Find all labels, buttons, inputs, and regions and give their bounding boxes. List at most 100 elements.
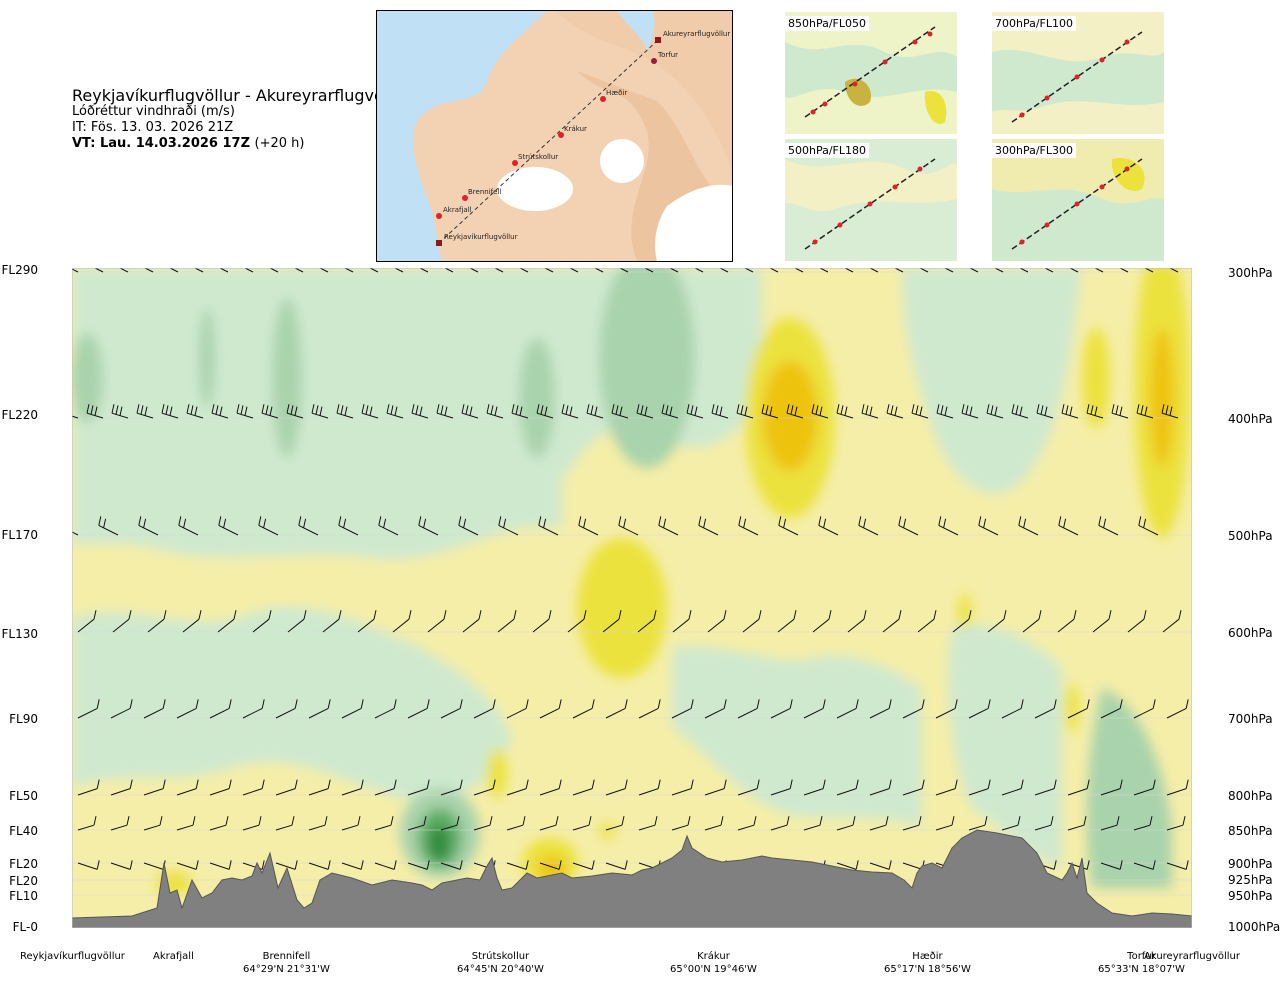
wind-barb-feather — [159, 816, 163, 826]
wind-barb-shaft — [77, 618, 95, 633]
waypoint-marker-krakur[interactable] — [558, 132, 564, 138]
wind-barb-shaft — [182, 618, 200, 633]
wind-barb-feather — [525, 699, 529, 709]
wind-barb-shaft — [917, 618, 935, 633]
waypoint-marker-reykjavik[interactable] — [436, 240, 442, 246]
wind-barb-feather — [1094, 406, 1098, 416]
hpa-label: 950hPa — [1228, 889, 1273, 903]
wind-barb-shaft — [473, 707, 494, 719]
wind-barb-feather — [1015, 405, 1019, 415]
wind-barb-shaft — [242, 824, 260, 831]
wind-barb-feather — [360, 699, 364, 709]
fl-label: FL170 — [1, 528, 39, 542]
wind-barb-feather — [511, 404, 515, 414]
wind-barb-shaft — [935, 824, 953, 831]
wind-barb-feather — [819, 816, 823, 826]
wind-barb-feather — [338, 610, 342, 620]
wind-barb-feather — [161, 404, 165, 414]
wind-barb-feather — [719, 406, 723, 416]
wind-barb-feather — [555, 816, 559, 826]
wind-barb-shaft — [473, 788, 494, 796]
waypoint-marker-akrafjall[interactable] — [436, 213, 442, 219]
waypoint-marker-brennifell[interactable] — [462, 195, 468, 201]
wind-barb-feather — [1086, 779, 1090, 789]
wind-barb-feather — [888, 779, 892, 789]
wind-barb-feather — [1103, 518, 1107, 528]
wind-barb-feather — [661, 404, 665, 414]
fl-label: FL20 — [9, 857, 38, 871]
wind-barb-feather — [586, 404, 590, 414]
wind-barb-feather — [163, 610, 167, 620]
wind-barb-feather — [911, 404, 915, 414]
wind-barb-shaft — [770, 788, 791, 796]
cross-section-plot — [58, 238, 1193, 929]
station-torfur: Torfur 65°33'N 18°07'W — [1098, 950, 1185, 976]
wind-barb-feather — [93, 816, 97, 826]
wind-barb-feather — [654, 816, 658, 826]
wind-barb-feather — [195, 779, 199, 789]
wind-barb-feather — [319, 406, 323, 416]
wind-barb-feather — [590, 405, 594, 415]
level-map-700[interactable]: 700hPa/FL100 — [992, 12, 1164, 134]
wind-barb-feather — [994, 406, 998, 416]
waypoint-marker-akureyri[interactable] — [655, 37, 661, 43]
level-map-label: 700hPa/FL100 — [992, 16, 1077, 31]
station-coord: 64°45'N 20°40'W — [457, 964, 544, 975]
wind-barb-feather — [525, 860, 529, 870]
wind-barb-feather — [565, 405, 569, 415]
level-map-850[interactable]: 850hPa/FL050 — [785, 12, 957, 134]
wind-barb-shaft — [882, 618, 900, 633]
wind-barb-feather — [261, 860, 265, 870]
wind-barb-shaft — [737, 824, 755, 831]
wind-barb-feather — [789, 779, 793, 789]
wind-barb-feather — [836, 404, 840, 414]
wind-barb-shaft — [308, 862, 329, 870]
fl-label: FL10 — [9, 889, 38, 903]
wind-barb-feather — [261, 779, 265, 789]
wind-barb-feather — [840, 405, 844, 415]
wind-barb-feather — [921, 779, 925, 789]
wind-barb-feather — [489, 816, 493, 826]
wind-barb-feather — [828, 610, 832, 620]
wind-barb-shaft — [473, 824, 491, 831]
wind-barb-shaft — [778, 524, 799, 536]
wind-barb-feather — [743, 518, 747, 528]
wind-barb-feather — [690, 405, 694, 415]
wind-barb-feather — [936, 404, 940, 414]
wind-barb-feather — [303, 610, 307, 620]
wind-barb-feather — [178, 516, 182, 526]
wind-barb-feather — [918, 816, 922, 826]
hpa-label: 850hPa — [1228, 824, 1273, 838]
wind-barb-shaft — [638, 788, 659, 796]
wind-barb-shaft — [176, 824, 194, 831]
wind-barb-shaft — [770, 824, 788, 831]
wind-barb-feather — [687, 816, 691, 826]
waypoint-marker-haedir[interactable] — [600, 96, 606, 102]
wind-barb-feather — [583, 610, 587, 620]
wind-barb-feather — [1143, 610, 1147, 620]
waypoint-marker-torfur[interactable] — [651, 58, 657, 64]
level-map-300[interactable]: 300hPa/FL300 — [992, 139, 1164, 261]
wind-barb-shaft — [777, 618, 795, 633]
wind-barb-shaft — [217, 618, 235, 633]
wind-barb-feather — [423, 518, 427, 528]
wind-barb-feather — [294, 860, 298, 870]
wind-barb-feather — [615, 405, 619, 415]
wind-barb-shaft — [539, 862, 560, 870]
level-map-500[interactable]: 500hPa/FL180 — [785, 139, 957, 261]
wind-barb-shaft — [112, 618, 130, 633]
wind-barb-feather — [690, 779, 694, 789]
wind-barb-shaft — [1166, 824, 1184, 831]
waypoint-marker-strutskollur[interactable] — [512, 160, 518, 166]
wind-barb-feather — [443, 610, 447, 620]
wind-barb-shaft — [407, 862, 428, 870]
wind-barb-feather — [1144, 406, 1148, 416]
wind-barb-feather — [1165, 405, 1169, 415]
wind-barb-feather — [783, 518, 787, 528]
wind-barb-feather — [591, 699, 595, 709]
wind-barb-feather — [233, 610, 237, 620]
wind-barb-feather — [1018, 516, 1022, 526]
station-name: Strútskollur — [471, 951, 530, 962]
wind-barb-shaft — [110, 788, 131, 796]
wind-barb-shaft — [143, 862, 164, 870]
